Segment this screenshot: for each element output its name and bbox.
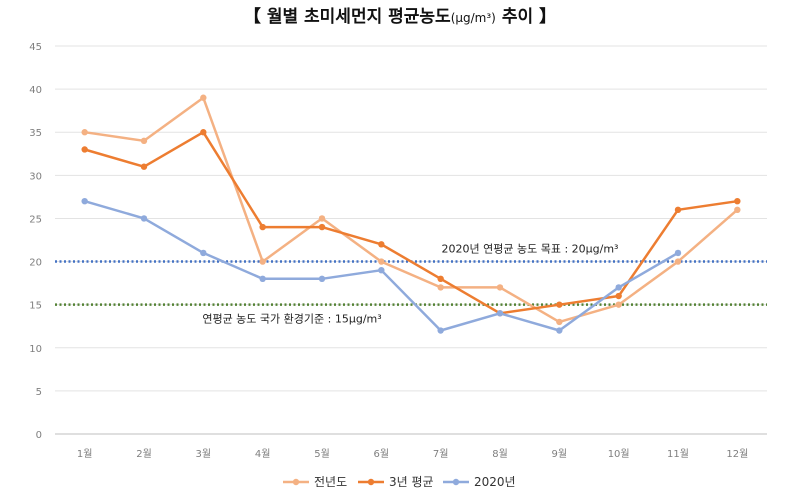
data-point [200, 249, 207, 257]
data-point [200, 94, 207, 101]
x-tick-label: 8월 [492, 448, 508, 460]
data-point [81, 198, 88, 205]
data-point [259, 258, 266, 265]
data-point [318, 215, 326, 222]
data-point [674, 258, 682, 265]
legend-marker-dot [452, 478, 460, 486]
data-point [140, 215, 148, 222]
y-tick-label: 30 [29, 171, 42, 182]
data-point [140, 163, 148, 170]
data-point [81, 146, 88, 153]
x-tick-label: 3월 [196, 448, 212, 460]
data-point [674, 249, 682, 257]
data-point [556, 318, 563, 326]
data-point [378, 241, 385, 248]
data-point [378, 258, 385, 265]
y-tick-label: 45 [29, 42, 42, 53]
data-point [378, 266, 385, 274]
y-tick-label: 15 [29, 301, 42, 312]
series-line [84, 96, 739, 324]
series-lines [81, 94, 741, 334]
data-point [259, 223, 266, 231]
data-point [615, 292, 622, 300]
y-tick-label: 5 [36, 387, 42, 398]
legend-label: 전년도 [314, 475, 347, 489]
x-tick-label: 5월 [314, 448, 330, 460]
x-tick-label: 4월 [255, 448, 271, 460]
data-point [437, 284, 444, 291]
x-tick-label: 11월 [667, 448, 689, 460]
y-tick-label: 0 [36, 430, 42, 441]
x-tick-label: 9월 [552, 448, 568, 460]
x-tick-label: 6월 [374, 448, 390, 460]
gridlines [55, 45, 767, 435]
reference-lines: 2020년 연평균 농도 목표 : 20μg/m³ 연평균 농도 국가 환경기준 … [55, 243, 767, 326]
data-point [81, 129, 88, 136]
series-line [84, 130, 738, 315]
x-tick-label: 12월 [726, 448, 748, 460]
data-point [437, 327, 444, 334]
data-point [615, 284, 622, 291]
reference-label: 연평균 농도 국가 환경기준 : 15μg/m³ [202, 313, 381, 326]
legend-label: 2020년 [474, 475, 516, 489]
data-point [556, 327, 563, 334]
legend-marker-dot [367, 478, 375, 486]
data-point [734, 198, 741, 205]
chart-title: 【 월별 초미세먼지 평균농도(μg/m³) 추이 】 [244, 6, 556, 27]
data-point [259, 275, 266, 282]
x-axis-ticks: 1월 2월 3월 4월 5월 6월 7월 8월 9월 10월 11월 12월 [77, 448, 748, 460]
data-point [556, 301, 563, 308]
y-tick-label: 20 [29, 258, 42, 269]
data-point [615, 301, 622, 308]
data-point [734, 206, 741, 214]
x-tick-label: 1월 [77, 448, 93, 460]
y-tick-label: 40 [29, 85, 42, 96]
x-tick-label: 10월 [608, 448, 630, 460]
x-tick-label: 2월 [136, 448, 152, 460]
data-point [318, 275, 326, 282]
data-point [496, 310, 504, 317]
reference-label: 2020년 연평균 농도 목표 : 20μg/m³ [442, 243, 619, 256]
x-tick-label: 7월 [433, 448, 449, 460]
series-line [84, 199, 679, 332]
y-tick-label: 35 [29, 128, 42, 139]
data-point [200, 129, 207, 136]
legend-label: 3년 평균 [389, 475, 434, 489]
data-point [674, 206, 682, 214]
data-point [318, 223, 326, 231]
y-tick-label: 25 [29, 214, 42, 225]
legend: 전년도 3년 평균 2020년 [283, 475, 516, 489]
data-point [140, 137, 148, 145]
data-point [437, 275, 444, 282]
y-axis-ticks: 0 5 10 15 20 25 30 35 40 45 [29, 42, 42, 441]
y-tick-label: 10 [29, 344, 42, 355]
legend-marker-dot [292, 478, 300, 486]
data-point [496, 284, 504, 291]
